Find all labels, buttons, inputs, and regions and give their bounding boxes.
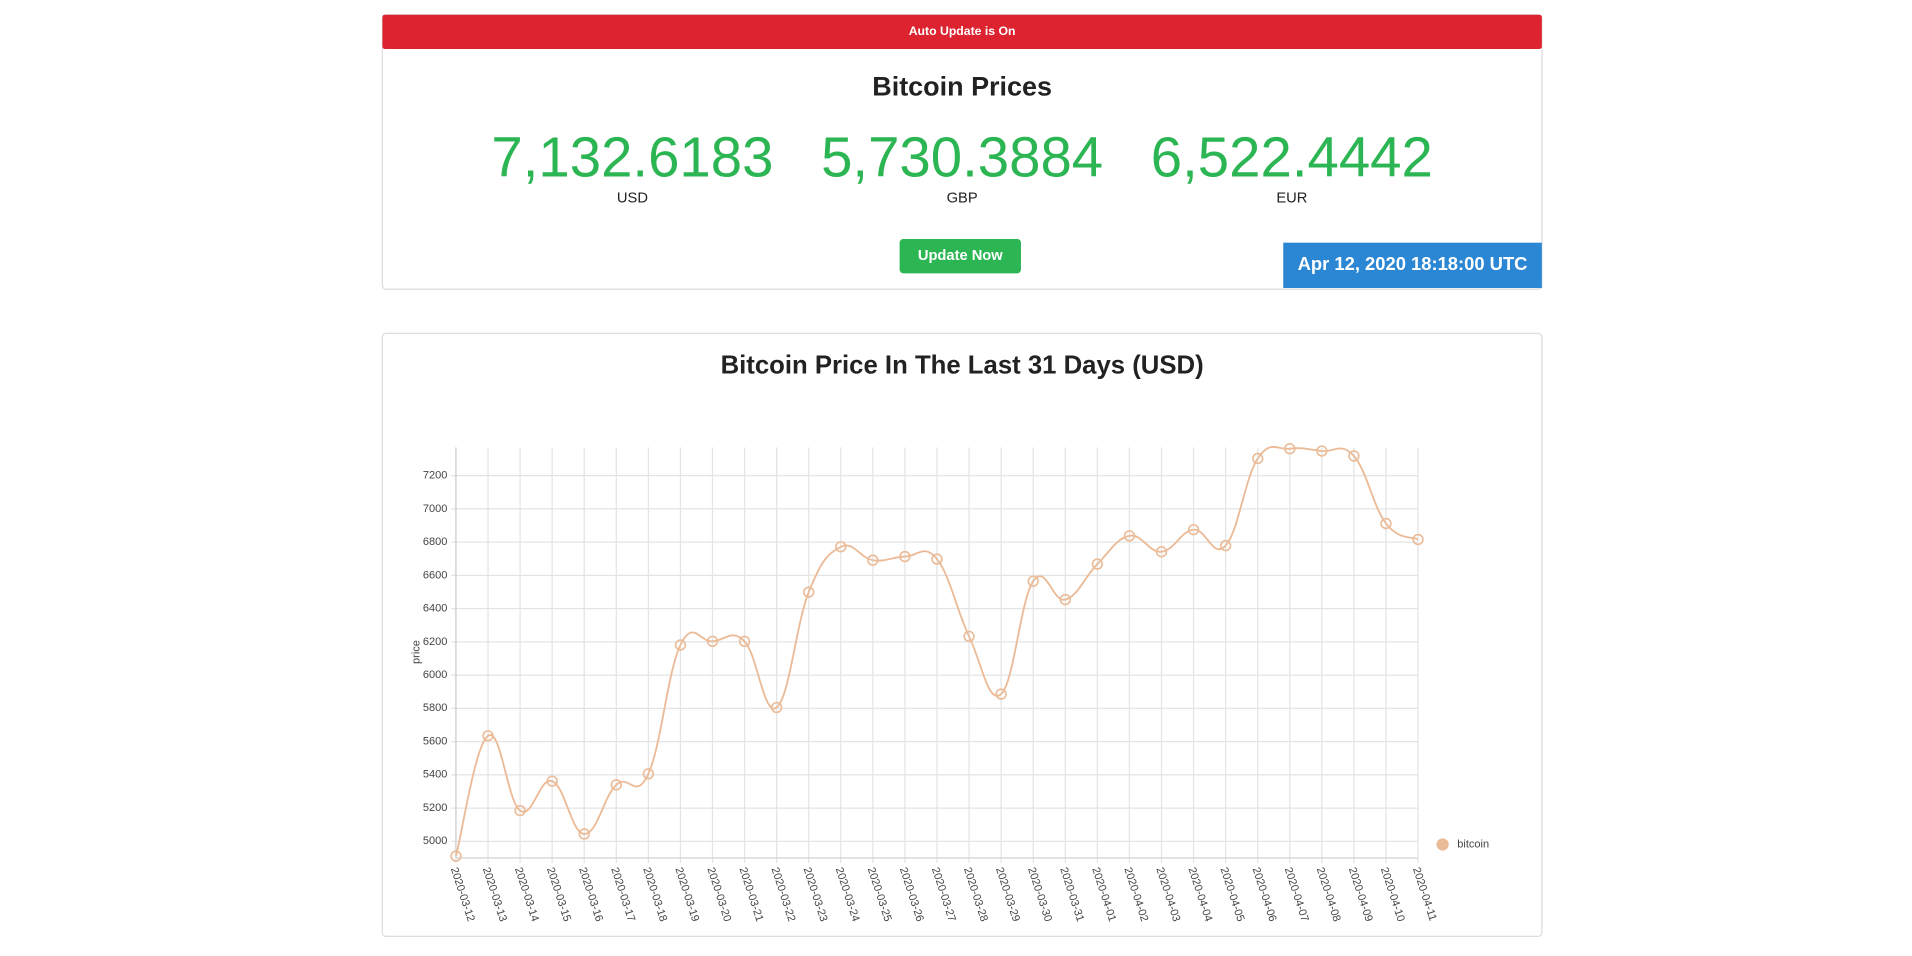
point (899, 550, 911, 563)
price-currency: EUR (1276, 190, 1307, 206)
price-currency: GBP (947, 190, 978, 206)
button-bg[interactable] (899, 239, 1021, 274)
y-tick-label: 6400 (423, 603, 448, 615)
point (514, 804, 526, 817)
update-button[interactable]: Update Now (899, 239, 1021, 274)
y-tick-label: 5800 (423, 702, 448, 714)
point (995, 688, 1007, 700)
timestamp-box (1283, 242, 1542, 289)
price-value: 6,522.4442 (1151, 126, 1433, 189)
point (1316, 445, 1328, 457)
banner (382, 14, 1542, 50)
point (546, 775, 558, 787)
y-tick-label: 7200 (423, 470, 448, 482)
y-tick-label: 6600 (423, 569, 448, 581)
button-label[interactable]: Update Now (918, 248, 1003, 264)
chart-title: Bitcoin Price In The Last 31 Days (USD) (721, 351, 1204, 379)
point (578, 828, 590, 840)
point (1252, 452, 1264, 465)
point (835, 541, 847, 553)
point (867, 554, 879, 566)
point (1380, 517, 1392, 530)
point (1027, 575, 1039, 587)
y-tick-label: 6800 (423, 536, 448, 548)
point (738, 635, 751, 648)
y-tick-label: 5400 (423, 769, 448, 781)
point (963, 630, 975, 643)
y-tick-label: 5600 (423, 735, 448, 747)
point (642, 768, 655, 780)
point (770, 701, 783, 714)
point (1187, 523, 1200, 536)
point (610, 779, 622, 791)
timestamp: Apr 12, 2020 18:18:00 UTC (1298, 253, 1528, 274)
chart-card (381, 332, 1543, 938)
legend-label: bitcoin (1457, 838, 1489, 850)
y-tick-label: 6200 (423, 636, 448, 648)
legend-swatch (1436, 838, 1449, 851)
point (1059, 593, 1071, 606)
y-tick-label: 5000 (423, 835, 448, 847)
point (1284, 442, 1296, 455)
price-value: 5,730.3884 (821, 126, 1103, 189)
point (482, 730, 494, 742)
point (1219, 539, 1232, 552)
point (1123, 530, 1136, 542)
point (674, 639, 687, 651)
y-axis-label: price (411, 640, 423, 664)
price-currency: USD (617, 190, 648, 206)
line (455, 445, 1419, 857)
point (803, 586, 815, 598)
point (1348, 450, 1360, 462)
point (1412, 533, 1424, 546)
card-title: Bitcoin Prices (872, 71, 1052, 101)
point (931, 553, 943, 565)
point (706, 635, 719, 648)
banner-text: Auto Update is On (909, 24, 1016, 38)
price-value: 7,132.6183 (491, 126, 773, 189)
y-tick-label: 5200 (423, 802, 448, 814)
y-tick-label: 6000 (423, 669, 448, 681)
point (1091, 558, 1104, 570)
point (1155, 546, 1168, 558)
point (450, 850, 462, 862)
y-tick-label: 7000 (423, 503, 448, 515)
